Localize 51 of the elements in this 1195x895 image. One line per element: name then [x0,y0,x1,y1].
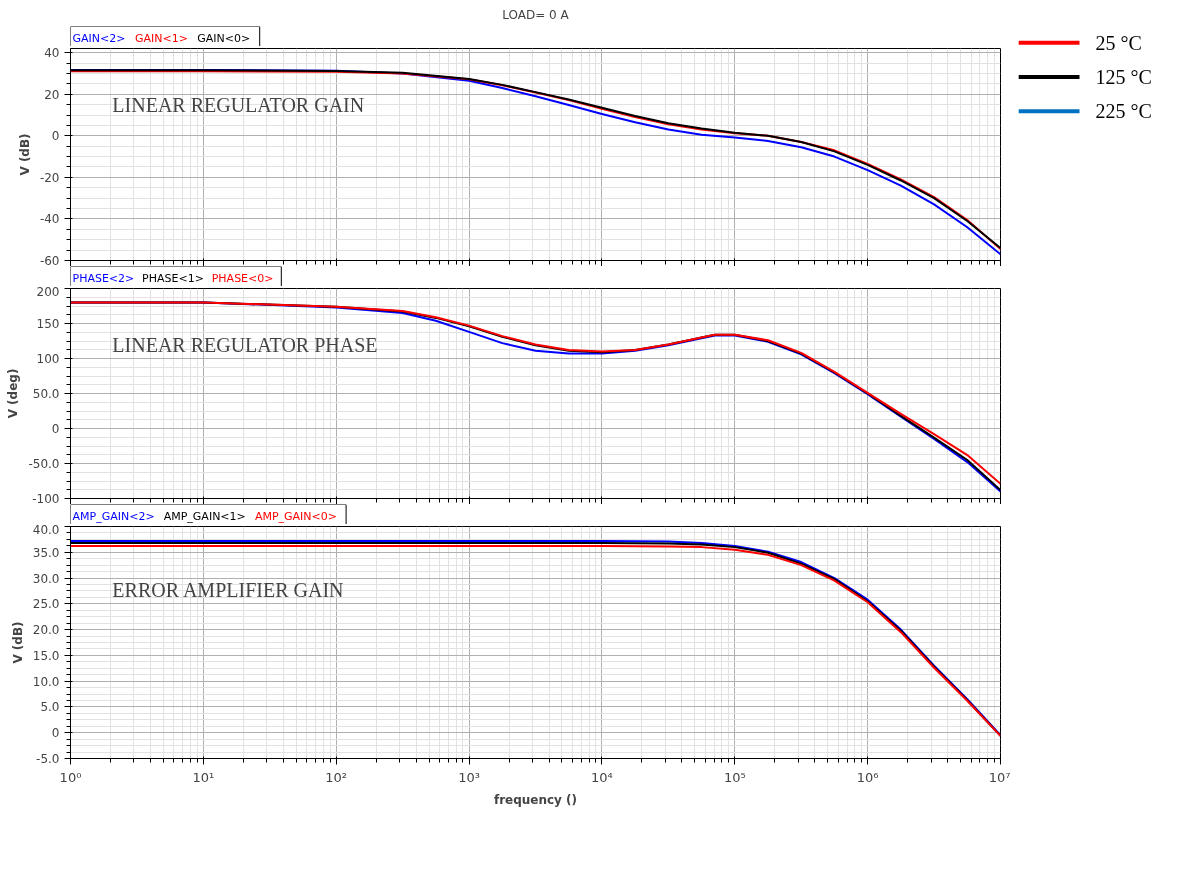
y-tick-label: 150 [36,317,60,331]
x-tick-label: 10¹ [192,769,215,785]
annotation: ERROR AMPLIFIER GAIN [112,578,344,601]
y-tick-label: 100 [36,352,60,366]
y-tick-label: 35.0 [32,545,60,560]
y-tick-label: 20 [44,87,60,102]
x-tick-label: 10⁰ [59,769,82,785]
series-label: PHASE<0> [211,271,274,285]
x-tick-label: 10⁶ [856,769,879,785]
y-tick-label: 15.0 [32,648,60,663]
y-axis-title: V (dB) [10,621,25,664]
text: GAIN<1> [134,31,188,45]
y-tick-label: -5.0 [36,752,60,766]
y-axis-title: V (deg) [6,368,21,419]
y-tick-label: -40 [39,212,60,227]
y-tick-label: 40.0 [32,522,60,537]
y-tick-label: 50.0 [32,387,60,401]
y-tick-label: 0 [51,422,60,436]
y-tick-label: 5.0 [40,700,60,715]
text: GAIN<2> [72,31,126,45]
y-tick-label: 0 [51,726,60,741]
series-label: AMP_GAIN<2> [72,509,155,523]
x-tick-label: 10⁵ [723,769,746,785]
annotation: LINEAR REGULATOR GAIN [112,94,365,117]
category-label: 125 °C [1095,65,1152,88]
category-label: 25 °C [1095,31,1142,54]
y-tick-label: 200 [36,284,60,299]
y-tick-label: 0 [51,129,60,144]
y-tick-label: 30.0 [32,571,60,586]
y-tick-label: 25.0 [32,597,60,612]
x-tick-label: 10² [325,769,348,785]
y-tick-label: -20 [39,170,60,185]
x-tick-label: 10⁴ [591,769,613,785]
y-tick-label: 40 [44,46,60,61]
x-tick-label: 10⁷ [988,769,1011,785]
text: GAIN<0> [197,31,251,45]
x-axis-title: frequency () [493,792,578,807]
y-tick-label: -50.0 [28,457,60,471]
chart-title: LOAD= 0 A [502,7,570,22]
series-label: PHASE<1> [142,271,204,285]
y-tick-label: -100 [32,492,60,506]
y-axis-title: V (dB) [17,133,32,176]
annotation: LINEAR REGULATOR PHASE [112,333,378,356]
y-tick-label: 20.0 [32,623,60,638]
series-label: PHASE<2> [72,271,135,285]
x-tick-label: 10³ [458,769,480,785]
series-label: AMP_GAIN<1> [163,509,246,523]
y-tick-label: -60 [39,254,60,268]
y-tick-label: 10.0 [32,674,60,689]
category-label: 225 °C [1095,100,1152,123]
text: AMP_GAIN<0> [254,509,338,523]
